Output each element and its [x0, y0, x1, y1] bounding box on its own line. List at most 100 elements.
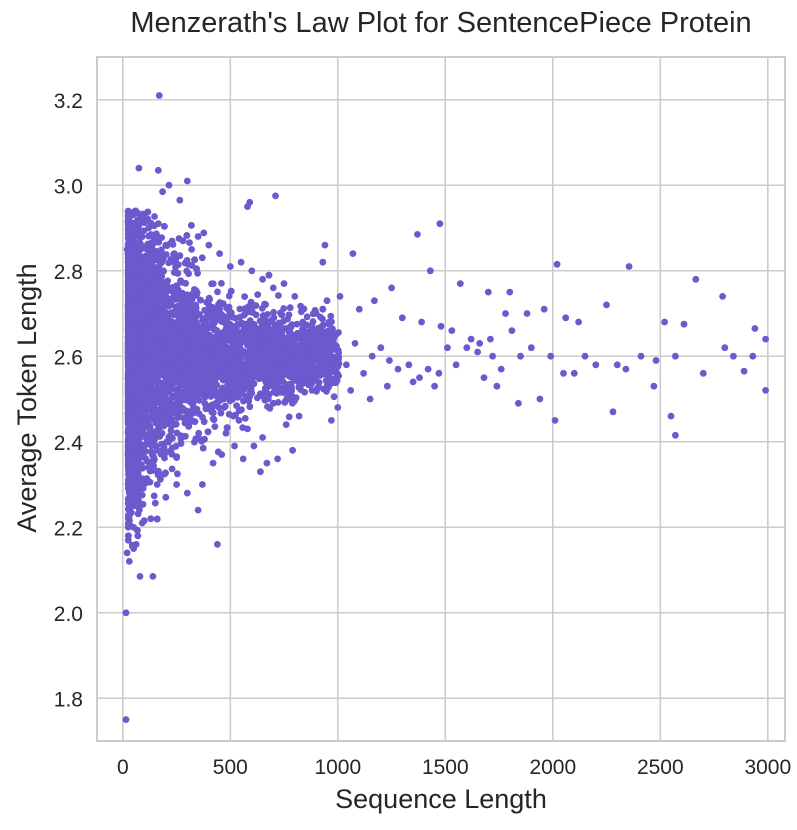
data-point [154, 516, 161, 523]
data-point [290, 348, 297, 355]
data-point [177, 277, 184, 284]
data-point [223, 317, 230, 324]
data-point [169, 466, 176, 473]
data-point [155, 378, 162, 385]
data-point [170, 378, 177, 385]
data-point [241, 293, 248, 300]
data-point [174, 270, 181, 277]
data-point [286, 414, 293, 421]
data-point [286, 312, 293, 319]
data-point [147, 428, 154, 435]
data-point [151, 213, 158, 220]
data-point [273, 326, 280, 333]
data-point [174, 398, 181, 405]
data-point [144, 209, 151, 216]
data-point [293, 394, 300, 401]
data-point [278, 311, 285, 318]
data-point [236, 407, 243, 414]
data-point [178, 440, 185, 447]
data-point [221, 376, 228, 383]
data-point [241, 312, 248, 319]
data-point [160, 371, 167, 378]
data-point [156, 433, 163, 440]
data-point [312, 370, 319, 377]
data-point [288, 387, 295, 394]
data-point [246, 389, 253, 396]
data-point [244, 383, 251, 390]
data-point [206, 388, 213, 395]
data-point [301, 340, 308, 347]
data-point [192, 302, 199, 309]
data-point [316, 379, 323, 386]
data-point [249, 342, 256, 349]
data-point [288, 324, 295, 331]
data-point [125, 532, 132, 539]
data-point [279, 378, 286, 385]
data-point [254, 291, 261, 298]
data-point [158, 277, 165, 284]
data-point [300, 306, 307, 313]
data-point [207, 377, 214, 384]
data-point [183, 268, 190, 275]
data-point [162, 470, 169, 477]
data-point [277, 389, 284, 396]
data-point [286, 371, 293, 378]
data-point [167, 400, 174, 407]
data-point [147, 479, 154, 486]
data-point [283, 357, 290, 364]
data-point [243, 322, 250, 329]
data-point [173, 284, 180, 291]
data-point [169, 393, 176, 400]
data-point [151, 493, 158, 500]
data-point [304, 370, 311, 377]
data-point [208, 280, 215, 287]
data-point [156, 261, 163, 268]
data-point [150, 463, 157, 470]
data-point [159, 289, 166, 296]
data-point [173, 453, 180, 460]
data-point [268, 317, 275, 324]
data-point [161, 223, 168, 230]
data-point [199, 254, 206, 261]
data-point [164, 278, 171, 285]
data-point [177, 432, 184, 439]
data-point [216, 316, 223, 323]
data-point [213, 336, 220, 343]
data-point [191, 256, 198, 263]
data-point [174, 470, 181, 477]
data-point [168, 422, 175, 429]
data-point [216, 306, 223, 313]
data-point [319, 306, 326, 313]
data-point [237, 372, 244, 379]
data-point [125, 513, 132, 520]
data-point [161, 394, 168, 401]
data-point [183, 408, 190, 415]
data-point [187, 301, 194, 308]
data-point [169, 435, 176, 442]
data-point [327, 313, 334, 320]
data-point [155, 220, 162, 227]
data-point [185, 422, 192, 429]
data-point [154, 305, 161, 312]
data-point [152, 500, 159, 507]
data-point [226, 411, 233, 418]
data-point [235, 357, 242, 364]
data-point [200, 445, 207, 452]
data-point [209, 304, 216, 311]
data-point [161, 450, 168, 457]
data-point [214, 289, 221, 296]
data-point [185, 415, 192, 422]
data-point [195, 376, 202, 383]
data-point [194, 410, 201, 417]
data-point [169, 238, 176, 245]
data-point [184, 257, 191, 264]
data-point [201, 436, 208, 443]
data-point [205, 428, 212, 435]
data-point [247, 308, 254, 315]
data-point [200, 230, 207, 237]
data-point [186, 239, 193, 246]
data-point [141, 253, 148, 260]
data-point [136, 239, 143, 246]
data-point [243, 376, 250, 383]
